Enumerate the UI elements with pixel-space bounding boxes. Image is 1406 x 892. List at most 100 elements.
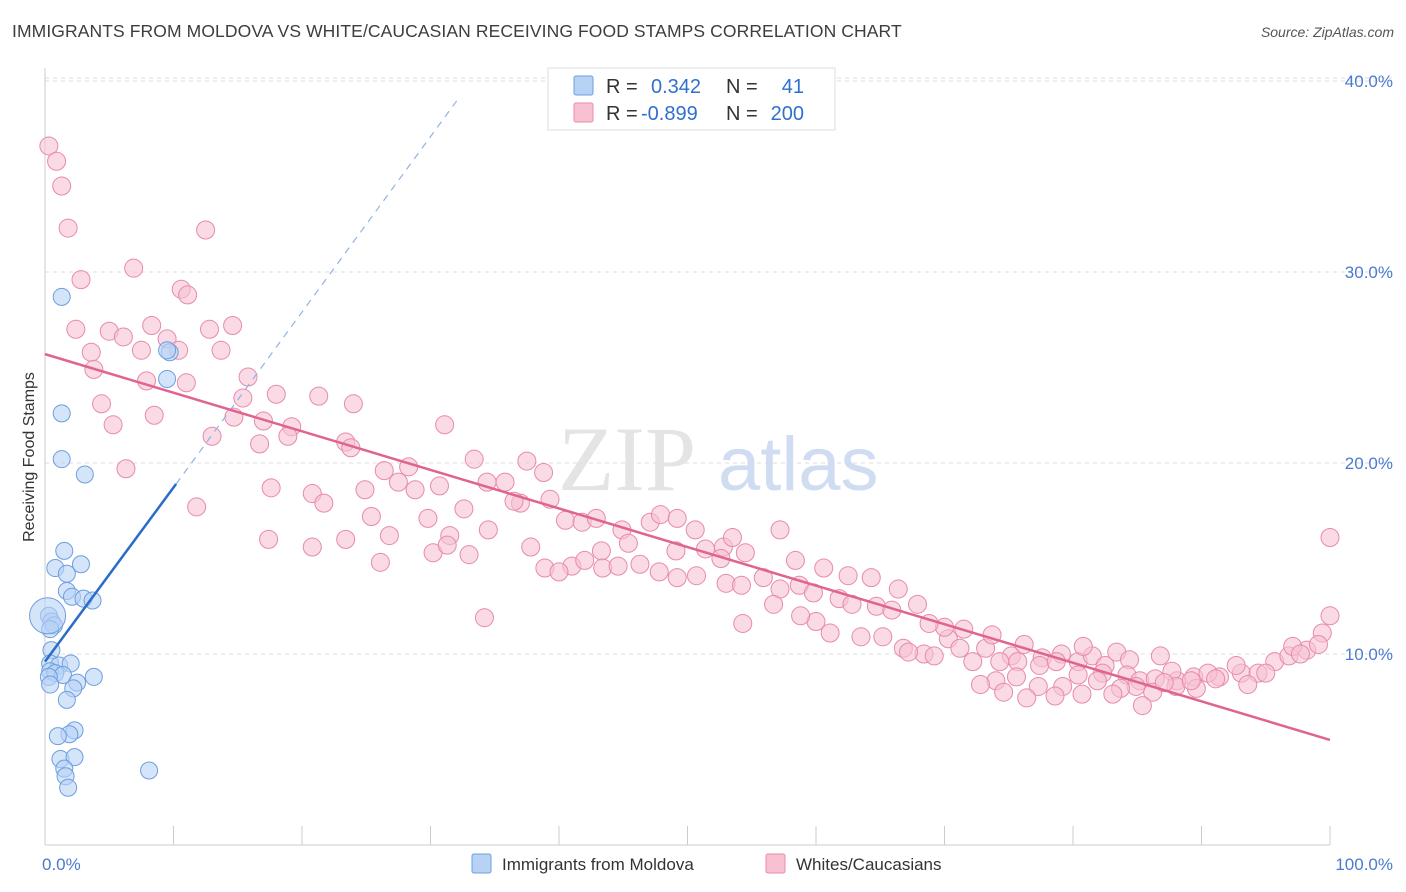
blue-point bbox=[75, 465, 94, 484]
legend-n-label: N = bbox=[726, 103, 758, 125]
pink-point bbox=[764, 594, 784, 614]
blue-point bbox=[52, 404, 71, 423]
pink-point bbox=[202, 426, 222, 446]
pink-point bbox=[908, 594, 928, 614]
pink-point bbox=[250, 434, 270, 454]
axes bbox=[44, 68, 1331, 846]
pink-point bbox=[39, 136, 59, 156]
legend-swatch-pink bbox=[573, 102, 594, 123]
pink-point bbox=[575, 550, 595, 570]
pink-point bbox=[266, 384, 286, 404]
pink-point bbox=[899, 642, 919, 662]
blue-point bbox=[52, 287, 71, 306]
legend-n-value: 41 bbox=[782, 76, 804, 98]
source-label: Source: ZipAtlas.com bbox=[1260, 24, 1394, 40]
pink-point bbox=[336, 529, 356, 549]
pink-point bbox=[608, 556, 628, 576]
pink-point bbox=[735, 543, 755, 563]
pink-point bbox=[1308, 634, 1328, 654]
y-tick-label: 40.0% bbox=[1345, 72, 1393, 91]
pink-point bbox=[686, 566, 706, 586]
pink-point bbox=[820, 623, 840, 643]
pink-point bbox=[1181, 671, 1201, 691]
pink-point bbox=[1045, 686, 1065, 706]
pink-point bbox=[649, 562, 669, 582]
pink-point bbox=[302, 537, 322, 557]
pink-point bbox=[459, 545, 479, 565]
pink-point bbox=[435, 415, 455, 435]
pink-point bbox=[464, 449, 484, 469]
blue-point bbox=[59, 778, 78, 797]
pink-point bbox=[1150, 646, 1170, 666]
legend-label-whites: Whites/Caucasians bbox=[796, 855, 942, 874]
blue-point bbox=[41, 675, 60, 694]
pink-point bbox=[478, 520, 498, 540]
blue-point bbox=[29, 597, 67, 635]
pink-point bbox=[1073, 636, 1093, 656]
pink-point bbox=[81, 342, 101, 362]
pink-point bbox=[52, 176, 72, 196]
pink-point bbox=[685, 520, 705, 540]
pink-point bbox=[223, 315, 243, 335]
pink-point bbox=[1154, 673, 1174, 693]
legend-r-label: R = bbox=[606, 76, 638, 98]
pink-point bbox=[1256, 663, 1276, 683]
pink-point bbox=[418, 508, 438, 528]
trend-line-moldova-extended bbox=[175, 95, 461, 485]
pink-point bbox=[814, 558, 834, 578]
trend-line-moldova bbox=[43, 483, 178, 663]
blue-point bbox=[84, 667, 103, 686]
pink-point bbox=[924, 646, 944, 666]
pink-point bbox=[861, 568, 881, 588]
pink-point bbox=[131, 340, 151, 360]
pink-point bbox=[651, 505, 671, 525]
pink-point bbox=[211, 340, 231, 360]
pink-point bbox=[233, 388, 253, 408]
x-tick-label: 100.0% bbox=[1335, 855, 1393, 874]
pink-point bbox=[1132, 696, 1152, 716]
pink-point bbox=[733, 613, 753, 633]
blue-point bbox=[158, 341, 177, 360]
pink-point bbox=[66, 319, 86, 339]
pink-point bbox=[379, 526, 399, 546]
pink-point bbox=[1238, 675, 1258, 695]
pink-point bbox=[314, 493, 334, 513]
pink-point bbox=[1068, 665, 1088, 685]
chart-title: IMMIGRANTS FROM MOLDOVA VS WHITE/CAUCASI… bbox=[12, 21, 902, 41]
pink-point bbox=[1206, 669, 1226, 689]
legend-r-value: -0.899 bbox=[641, 103, 698, 125]
pink-point bbox=[343, 394, 363, 414]
pink-point bbox=[950, 638, 970, 658]
pink-point bbox=[521, 537, 541, 557]
pink-point bbox=[791, 606, 811, 626]
pink-point bbox=[454, 499, 474, 519]
watermark-zip: ZIP bbox=[558, 408, 696, 510]
legend-n-label: N = bbox=[726, 76, 758, 98]
pink-point bbox=[1028, 676, 1048, 696]
pink-point bbox=[176, 373, 196, 393]
pink-point bbox=[963, 652, 983, 672]
pink-point bbox=[92, 394, 112, 414]
pink-point bbox=[667, 508, 687, 528]
pink-point bbox=[196, 220, 216, 240]
pink-point bbox=[437, 535, 457, 555]
pink-point bbox=[990, 652, 1010, 672]
pink-point bbox=[722, 527, 742, 547]
legend-swatch-moldova bbox=[471, 853, 492, 874]
pink-point bbox=[1320, 606, 1340, 626]
pink-point bbox=[970, 675, 990, 695]
series-moldova-points bbox=[29, 287, 179, 797]
pink-point bbox=[731, 575, 751, 595]
trend-lines bbox=[43, 95, 1331, 742]
pink-point bbox=[429, 476, 449, 496]
blue-point bbox=[55, 541, 74, 560]
pink-point bbox=[851, 627, 871, 647]
pink-point bbox=[1006, 667, 1026, 687]
pink-point bbox=[785, 550, 805, 570]
legend-n-value: 200 bbox=[771, 103, 804, 125]
pink-point bbox=[1320, 527, 1340, 547]
pink-point bbox=[199, 319, 219, 339]
pink-point bbox=[113, 327, 133, 347]
pink-point bbox=[361, 506, 381, 526]
